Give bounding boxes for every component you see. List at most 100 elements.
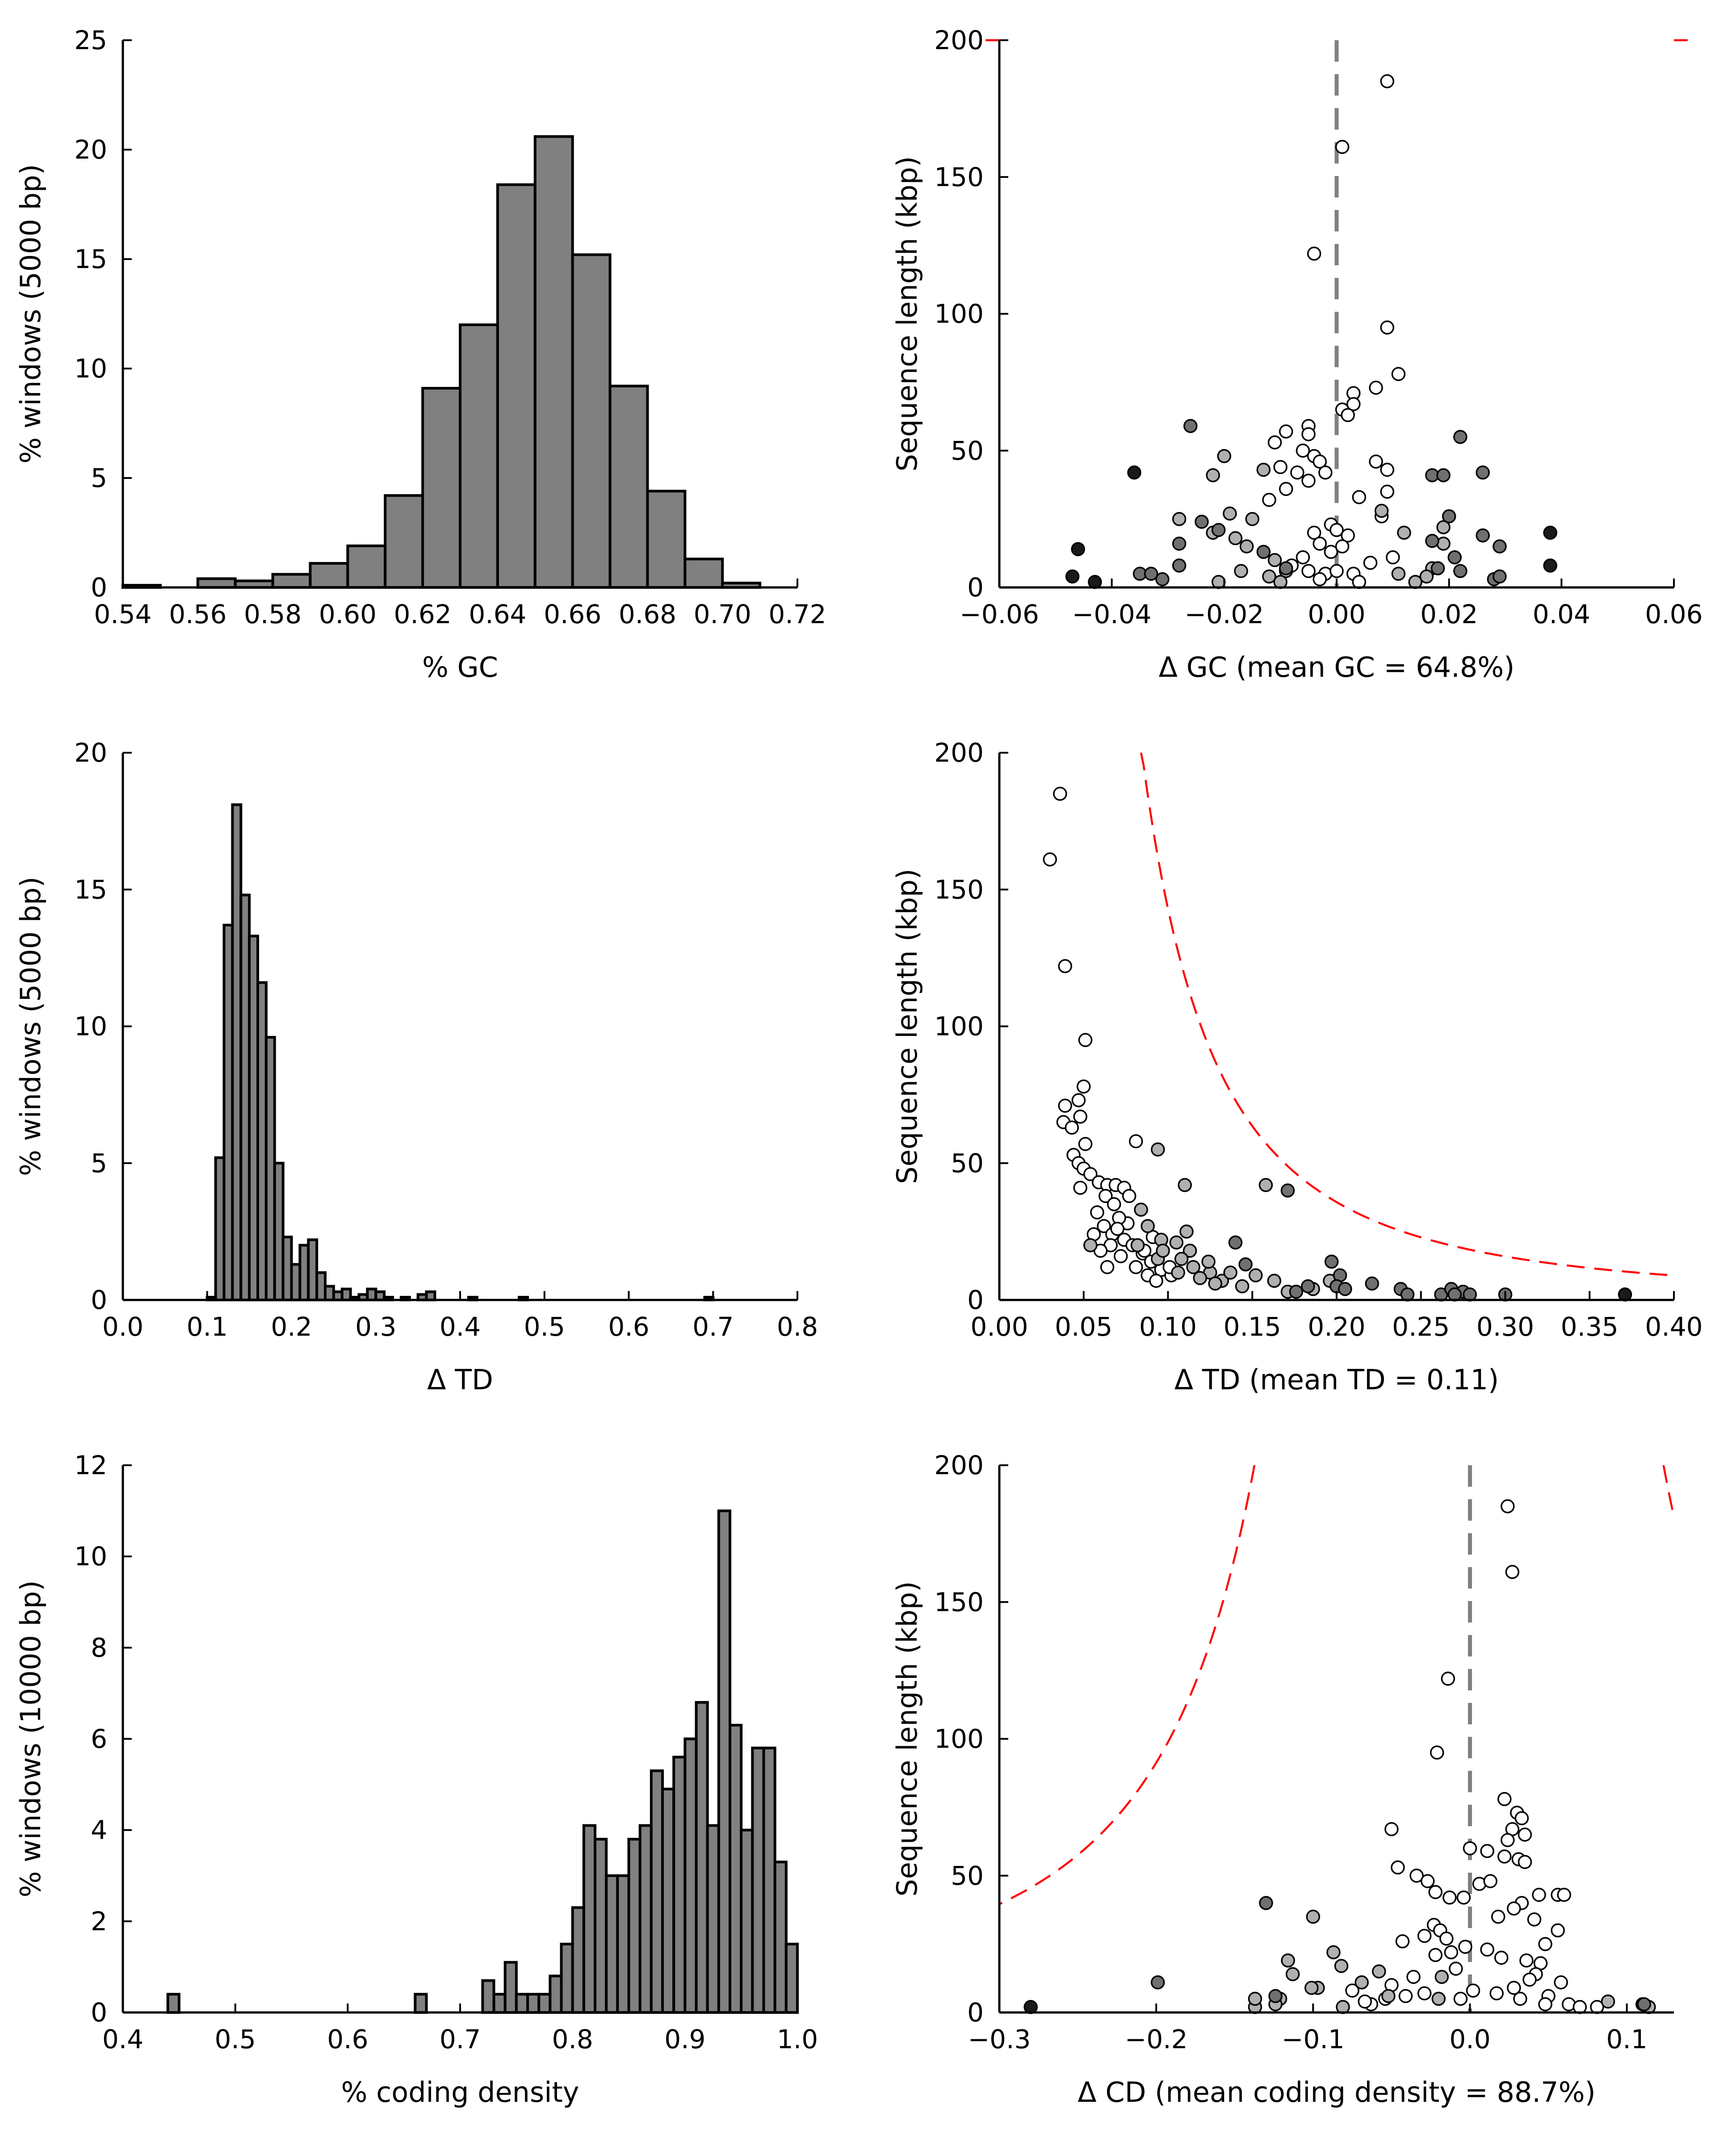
scatter-point xyxy=(1195,515,1209,529)
y-tick-label: 200 xyxy=(934,1450,984,1480)
scatter-point xyxy=(1141,1219,1155,1233)
scatter-point xyxy=(1491,1909,1505,1924)
y-tick-label: 100 xyxy=(934,1011,984,1042)
scatter-point xyxy=(1065,569,1080,584)
scatter-point xyxy=(1267,435,1282,450)
scatter-point xyxy=(1380,484,1394,499)
scatter-point xyxy=(1245,512,1259,526)
x-tick-label: 0.68 xyxy=(619,599,676,629)
histogram-bar xyxy=(537,1993,552,2014)
scatter-point xyxy=(1497,1849,1512,1864)
scatter-point xyxy=(1442,1891,1457,1905)
scatter-point xyxy=(1522,1972,1537,1987)
x-tick-label: 1.0 xyxy=(777,2024,818,2054)
scatter-point xyxy=(1058,1098,1072,1113)
y-tick-label: 25 xyxy=(74,25,107,55)
scatter-point xyxy=(1149,1274,1163,1288)
x-tick-label: 0.00 xyxy=(970,1312,1028,1342)
scatter-point xyxy=(1476,465,1490,480)
scatter-point xyxy=(1436,468,1451,482)
scatter-point xyxy=(1183,419,1198,433)
scatter-point xyxy=(1338,1282,1352,1296)
scatter-point xyxy=(1078,1033,1093,1047)
histogram-bar xyxy=(661,1787,675,2014)
y-tick-label: 150 xyxy=(934,1587,984,1617)
x-tick-label: 0.04 xyxy=(1533,599,1590,629)
scatter-point xyxy=(1279,424,1293,439)
scatter-point xyxy=(1380,462,1394,477)
scatter-point xyxy=(1217,449,1232,463)
scatter-point xyxy=(1480,1844,1494,1858)
x-tick-label: 0.20 xyxy=(1308,1312,1365,1342)
scatter-point xyxy=(1151,1142,1165,1157)
scatter-point xyxy=(1449,1962,1463,1976)
scatter-point xyxy=(1335,140,1350,154)
histogram-bar xyxy=(717,1509,732,2014)
x-tick-label: 0.1 xyxy=(187,1312,228,1342)
y-tick-label: 200 xyxy=(934,738,984,768)
scatter-point xyxy=(1326,1945,1341,1959)
scatter-point xyxy=(1519,1953,1534,1968)
y-axis-title: Sequence length (kbp) xyxy=(891,156,923,472)
scatter-point xyxy=(1494,1950,1509,1965)
scatter-point xyxy=(1543,525,1557,540)
scatter-point xyxy=(1289,1284,1304,1299)
y-tick-label: 10 xyxy=(74,1011,107,1042)
scatter-point xyxy=(1527,1912,1542,1927)
histogram-bar xyxy=(503,1961,518,2014)
y-tick-label: 200 xyxy=(934,25,984,55)
scatter-point xyxy=(1296,550,1310,565)
histogram-bar xyxy=(571,1906,585,2014)
y-tick-label: 20 xyxy=(74,134,107,165)
scatter-point xyxy=(1341,528,1355,543)
scatter-point xyxy=(1290,465,1304,480)
scatter-point xyxy=(1409,1869,1424,1883)
scatter-point xyxy=(1122,1189,1136,1203)
scatter-point xyxy=(1369,454,1383,469)
histogram-bar xyxy=(459,323,499,589)
scatter-point xyxy=(1043,852,1057,867)
x-tick-label: 0.02 xyxy=(1420,599,1478,629)
scatter-point xyxy=(1279,482,1293,496)
scatter-point xyxy=(1363,556,1378,570)
histogram-bar xyxy=(729,1723,743,2014)
scatter-point xyxy=(1249,1268,1263,1283)
scatter-point xyxy=(1493,539,1507,553)
x-tick-label: 0.40 xyxy=(1645,1312,1702,1342)
scatter-point xyxy=(1329,523,1344,537)
x-tick-label: 0.0 xyxy=(1449,2024,1490,2054)
scatter-point xyxy=(1518,1855,1532,1869)
histogram-bar xyxy=(384,494,424,589)
scatter-point xyxy=(1334,1959,1349,1973)
scatter-point xyxy=(1372,1964,1386,1979)
scatter-point xyxy=(1436,537,1451,551)
scatter-point xyxy=(1391,367,1406,381)
x-tick-label: −0.3 xyxy=(968,2024,1031,2054)
scatter-point xyxy=(1380,320,1394,335)
scatter-point xyxy=(1099,1189,1113,1203)
histogram-bar xyxy=(751,1746,765,2014)
scatter-point xyxy=(1110,1222,1124,1236)
y-tick-label: 15 xyxy=(74,244,107,274)
scatter-point xyxy=(1212,523,1226,537)
x-tick-label: 0.8 xyxy=(552,2024,593,2054)
scatter-point xyxy=(1172,537,1187,551)
scatter-point xyxy=(1208,1276,1222,1291)
x-tick-label: 0.6 xyxy=(608,1312,649,1342)
scatter-point xyxy=(1150,1975,1165,1990)
scatter-point xyxy=(1114,1249,1128,1263)
y-tick-label: 15 xyxy=(74,874,107,905)
y-tick-label: 50 xyxy=(951,1861,984,1891)
x-tick-label: 0.6 xyxy=(327,2024,368,2054)
histogram-bar xyxy=(740,1828,754,2014)
x-tick-label: −0.06 xyxy=(960,599,1039,629)
scatter-point xyxy=(1554,1975,1568,1990)
scatter-point xyxy=(1296,444,1310,458)
y-axis-title: Sequence length (kbp) xyxy=(891,869,923,1184)
scatter-point xyxy=(1182,1244,1197,1258)
scatter-point xyxy=(1129,1134,1143,1149)
histogram-bar xyxy=(646,490,687,589)
x-tick-label: 0.06 xyxy=(1645,599,1702,629)
y-tick-label: 100 xyxy=(934,1724,984,1754)
